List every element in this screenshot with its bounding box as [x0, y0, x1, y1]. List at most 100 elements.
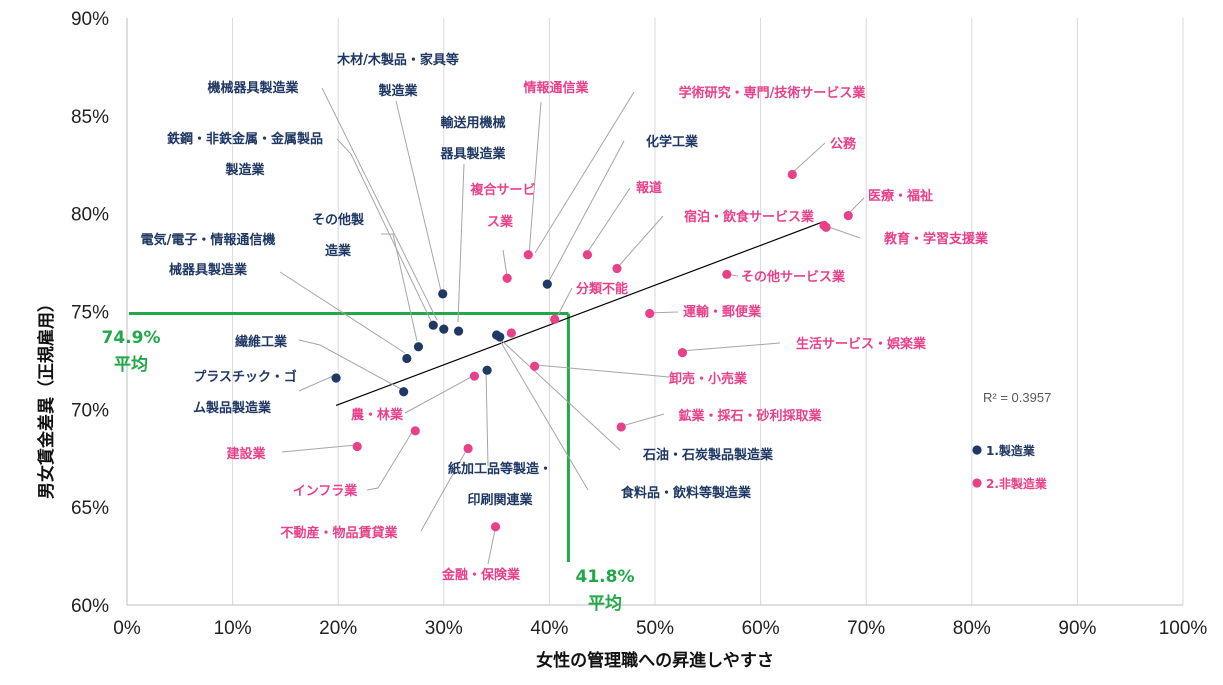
- point-label: 公務: [830, 136, 857, 152]
- leader-line: [621, 413, 665, 427]
- x-tick-label: 90%: [1058, 618, 1096, 639]
- data-point-manufacturing: [331, 373, 341, 383]
- y-tick-label: 60%: [71, 596, 109, 617]
- point-label: 電気/電子・情報通信機械器具製造業: [141, 232, 276, 278]
- data-point-manufacturing: [413, 342, 424, 352]
- point-label: プラスチック・ゴム製品製造業: [193, 369, 297, 416]
- leader-line: [528, 101, 542, 256]
- data-point-manufacturing: [492, 330, 502, 340]
- data-point-non_manufacturing: [352, 441, 362, 452]
- point-label: 生活サービス・娯楽業: [796, 336, 927, 352]
- point-label: 化学工業: [646, 134, 699, 150]
- x-tick-label: 100%: [1159, 618, 1208, 639]
- leader-line: [616, 215, 664, 269]
- data-point-manufacturing: [428, 320, 438, 330]
- leader-line: [298, 339, 402, 390]
- data-point-non_manufacturing: [722, 269, 732, 279]
- leader-line: [321, 87, 438, 321]
- data-point-non_manufacturing: [843, 211, 853, 221]
- leader-line: [825, 225, 861, 239]
- data-point-manufacturing: [453, 326, 464, 336]
- data-point-non_manufacturing: [530, 361, 540, 371]
- data-point-non_manufacturing: [463, 443, 473, 454]
- data-point-non_manufacturing: [787, 169, 797, 180]
- point-label: 紙加工品等製造・印刷関連業: [448, 461, 552, 508]
- y-axis-title: 男女賃金差異（正規雇用）: [36, 295, 57, 499]
- leader-line: [485, 368, 489, 467]
- point-label: 複合サービス業: [469, 182, 535, 230]
- data-point-non_manufacturing: [616, 422, 626, 432]
- data-point-manufacturing: [402, 353, 412, 364]
- x-tick-label: 0%: [113, 618, 141, 639]
- x-tick-label: 20%: [319, 618, 357, 639]
- leader-line: [281, 444, 357, 453]
- point-label: 石油・石炭製品製造業: [642, 447, 774, 463]
- data-point-manufacturing: [399, 387, 409, 397]
- x-tick-label: 30%: [425, 618, 463, 639]
- point-label: 食料品・飲料等製造業: [621, 485, 752, 501]
- leader-line: [548, 140, 625, 282]
- data-point-non_manufacturing: [490, 522, 501, 532]
- trendline: [335, 220, 825, 406]
- leader-line: [555, 287, 573, 320]
- leader-line: [502, 249, 508, 277]
- point-label: 教育・学習支援業: [883, 231, 989, 247]
- y-tick-label: 65%: [71, 498, 109, 519]
- point-label: 木材/木製品・家具等製造業: [336, 52, 459, 99]
- point-label: 医療・福祉: [868, 188, 933, 204]
- data-point-manufacturing: [439, 324, 449, 334]
- point-label: 輸送用機械器具製造業: [439, 115, 506, 162]
- leader-line: [847, 197, 865, 215]
- x-axis-title: 女性の管理職への昇進しやすさ: [536, 650, 774, 671]
- point-label: 学術研究・専門/技術サービス業: [679, 85, 867, 101]
- point-label: 情報通信業: [523, 80, 589, 96]
- point-label: 分類不能: [576, 281, 628, 297]
- data-point-non_manufacturing: [582, 250, 593, 260]
- y-tick-label: 80%: [71, 205, 109, 226]
- average-y-word: 平均: [114, 354, 148, 375]
- average-y-value: 74.9%: [102, 328, 161, 348]
- point-label: 農・林業: [351, 407, 404, 423]
- data-point-non_manufacturing: [523, 250, 533, 260]
- data-point-non_manufacturing: [506, 328, 516, 338]
- leader-line: [487, 524, 497, 565]
- leader-line: [336, 138, 432, 322]
- average-x-word: 平均: [588, 593, 622, 614]
- point-label: 建設業: [226, 446, 266, 462]
- leader-line: [498, 338, 589, 491]
- r-squared-label: R² = 0.3957: [983, 390, 1051, 405]
- legend-label: 1.製造業: [986, 443, 1036, 458]
- point-label: 金融・保険業: [441, 567, 521, 583]
- point-label: 不動産・物品賃貸業: [280, 525, 398, 541]
- leader-line: [298, 375, 334, 392]
- point-label: 卸売・小売業: [669, 371, 748, 387]
- x-tick-label: 70%: [847, 618, 885, 639]
- data-point-non_manufacturing: [612, 263, 622, 274]
- leader-line: [535, 364, 670, 378]
- data-point-non_manufacturing: [410, 426, 420, 436]
- x-tick-label: 10%: [214, 618, 252, 639]
- point-label: その他サービス業: [741, 269, 846, 285]
- y-tick-label: 75%: [71, 303, 109, 324]
- point-label: 運輸・郵便業: [683, 304, 762, 320]
- data-point-non_manufacturing: [819, 220, 829, 231]
- data-point-non_manufacturing: [677, 347, 688, 358]
- leader-line: [395, 100, 442, 292]
- leader-line: [381, 233, 418, 342]
- point-label: 機械器具製造業: [207, 80, 299, 96]
- x-tick-label: 50%: [636, 618, 674, 639]
- data-point-non_manufacturing: [645, 308, 655, 319]
- point-label: インフラ業: [293, 483, 359, 499]
- point-label: 鉄鋼・非鉄金属・金属製品製造業: [167, 131, 323, 178]
- x-tick-label: 40%: [530, 618, 568, 639]
- leader-line: [279, 271, 406, 354]
- leader-line: [791, 142, 826, 174]
- x-tick-label: 80%: [953, 618, 991, 639]
- leader-line: [457, 163, 465, 323]
- legend-label: 2.非製造業: [986, 476, 1048, 491]
- legend-marker: [972, 445, 982, 455]
- x-tick-label: 60%: [742, 618, 780, 639]
- leader-line: [534, 91, 635, 254]
